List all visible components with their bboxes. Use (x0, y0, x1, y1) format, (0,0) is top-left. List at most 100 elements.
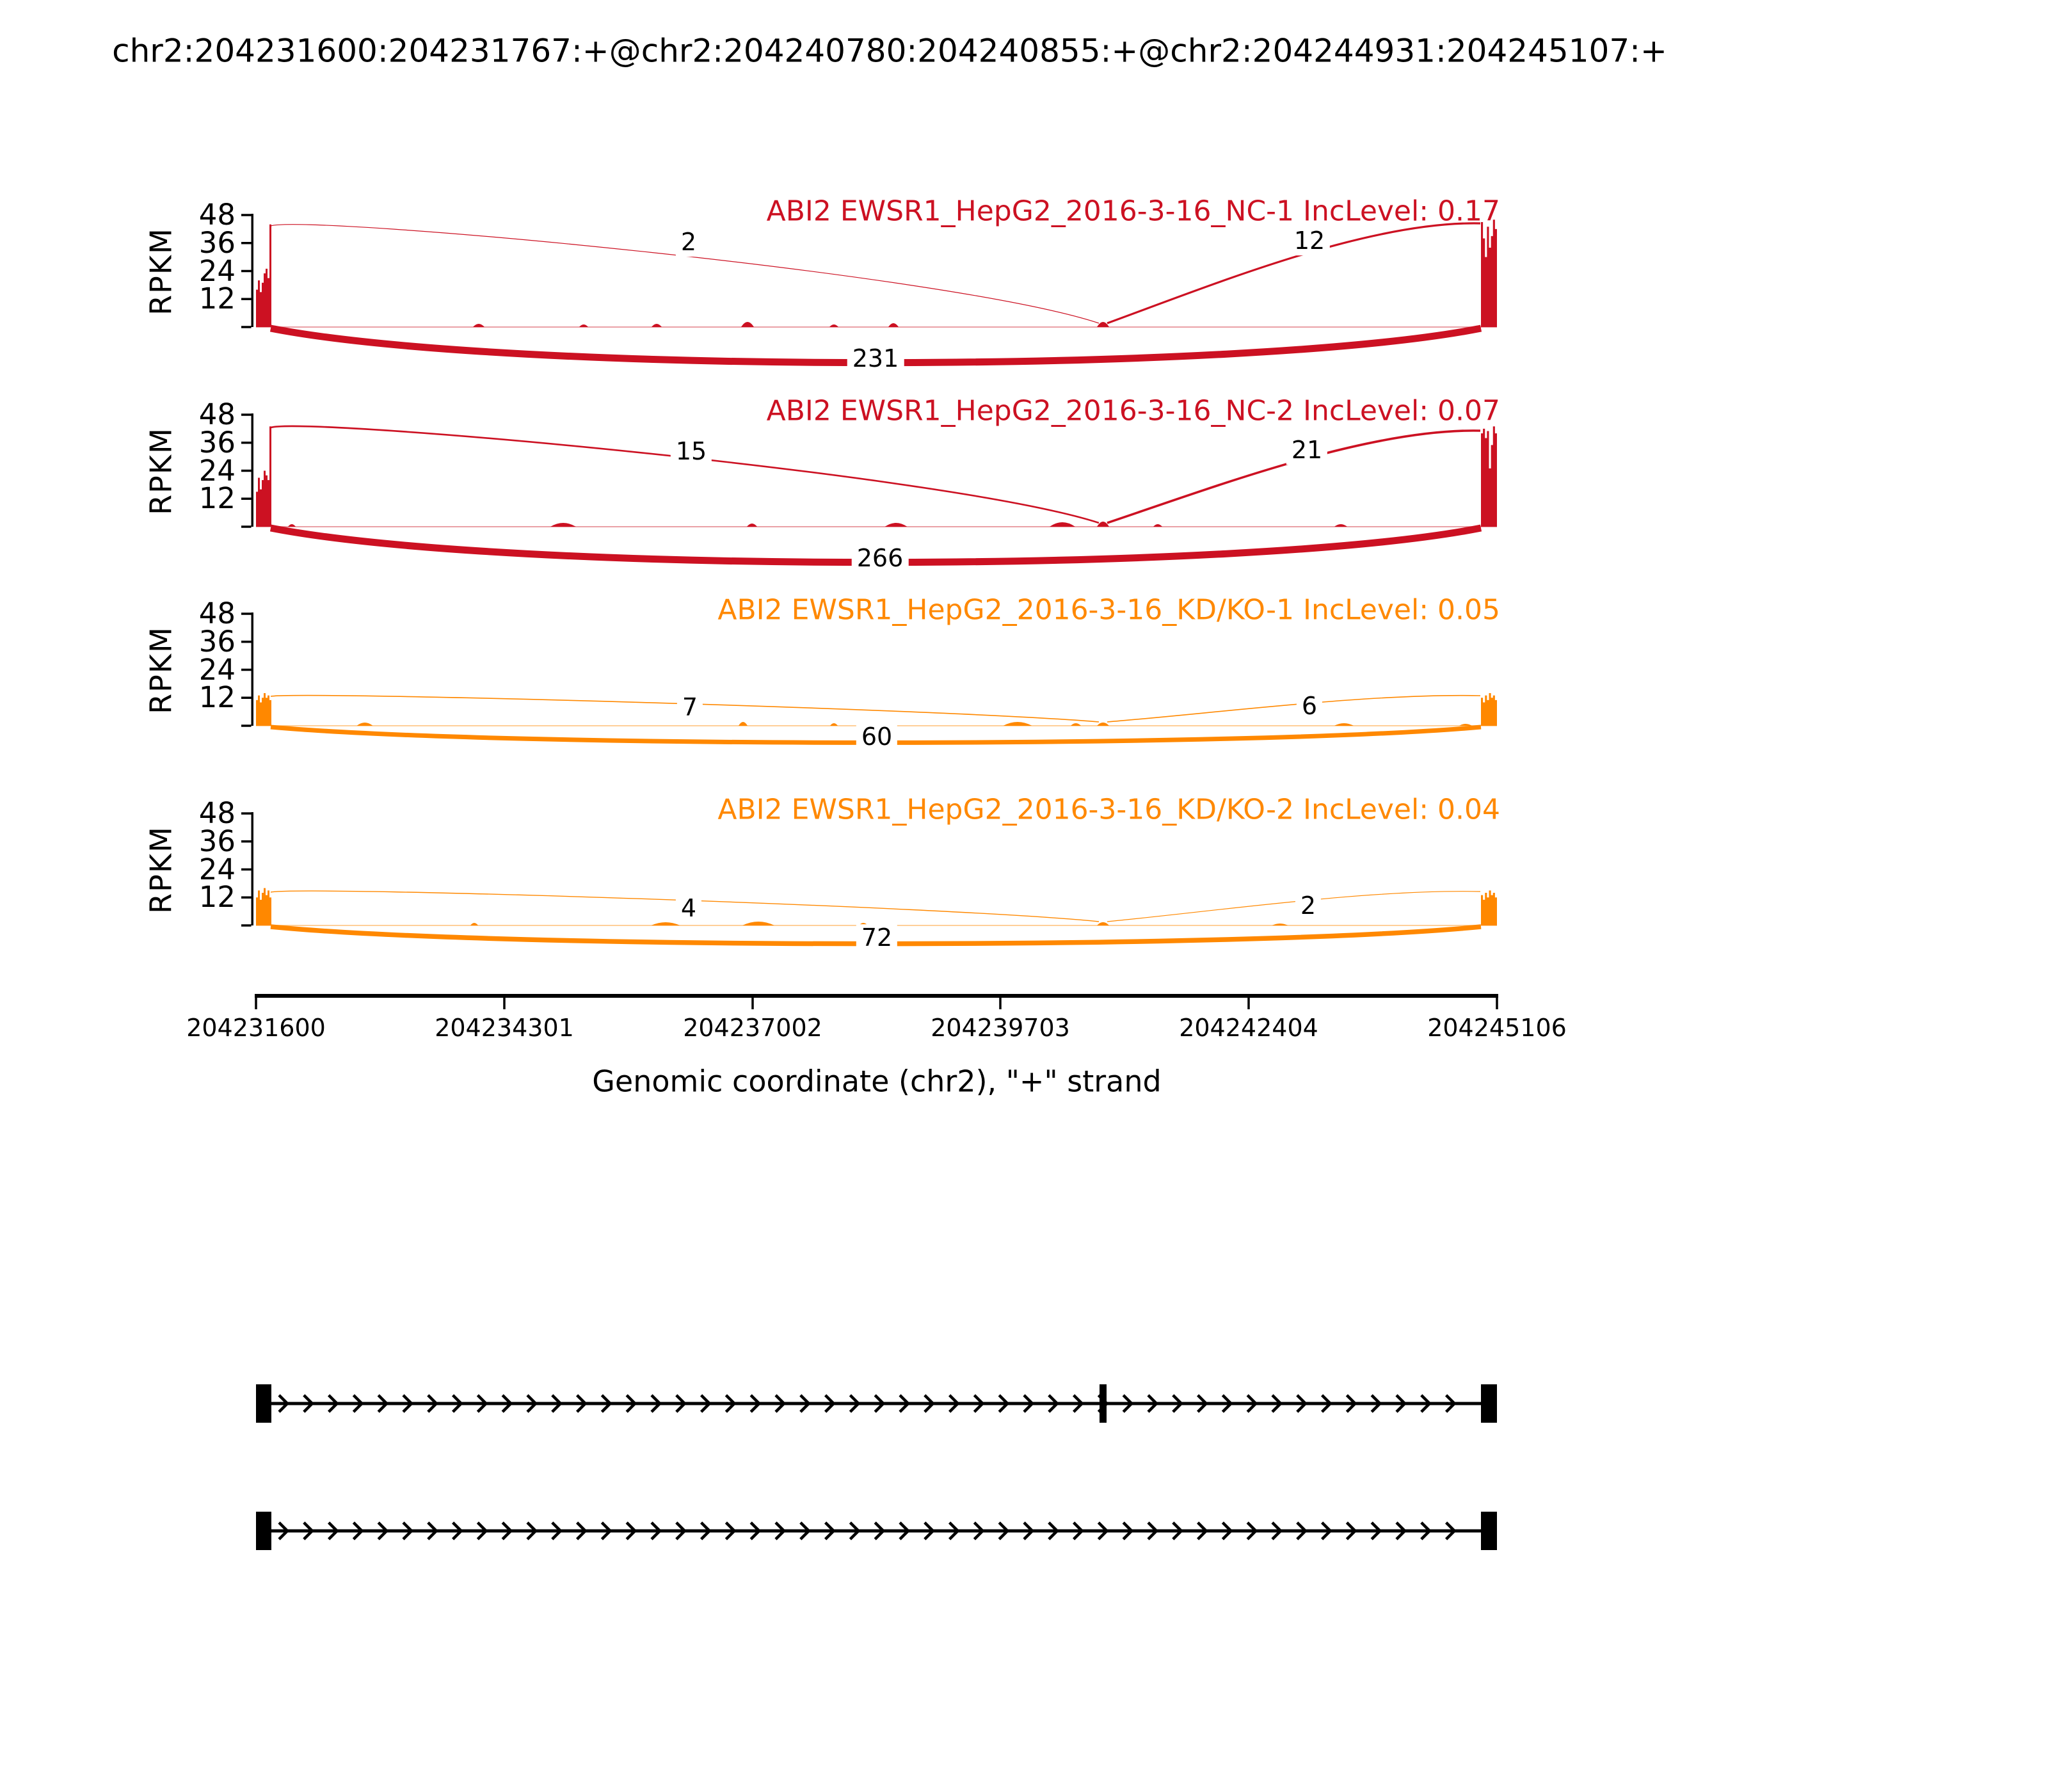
y-axis-label: RPKM (143, 427, 179, 515)
strand-arrow-icon (352, 1521, 364, 1540)
exon-coverage (256, 692, 271, 726)
strand-arrow-icon (328, 1394, 339, 1413)
inclusion-arc-right (1107, 694, 1481, 723)
y-axis-tick (241, 924, 252, 927)
noise-bump (1334, 723, 1354, 726)
inclusion-arc-right (1107, 222, 1481, 324)
strand-arrow-icon (1246, 1521, 1258, 1540)
y-tick-12: 12 (198, 481, 236, 516)
strand-arrow-icon (1197, 1394, 1208, 1413)
strand-arrow-icon (1370, 1394, 1382, 1413)
exon-coverage (1481, 220, 1497, 327)
strand-arrow-icon (700, 1521, 712, 1540)
strand-arrow-icon (973, 1521, 985, 1540)
noise-bump (1003, 722, 1032, 726)
y-tick-12: 12 (198, 680, 236, 715)
strand-arrow-icon (1321, 1394, 1332, 1413)
strand-arrow-icon (1420, 1521, 1432, 1540)
inclusion-arc-right (1107, 891, 1481, 922)
y-axis-tick (241, 525, 252, 528)
strand-arrow-icon (1221, 1394, 1233, 1413)
strand-arrow-icon (576, 1521, 588, 1540)
x-tick: 204242404 (1179, 1014, 1318, 1043)
y-tick-24: 24 (198, 454, 236, 488)
inclusion-arc-left (270, 425, 1100, 524)
strand-arrow-icon (402, 1394, 414, 1413)
y-axis-tick (241, 269, 252, 273)
noise-bump (830, 723, 838, 726)
strand-arrow-icon (427, 1394, 438, 1413)
exon-coverage (256, 426, 271, 527)
noise-bump (747, 524, 757, 527)
y-tick-36: 36 (198, 226, 236, 260)
strand-arrow-icon (675, 1521, 687, 1540)
noise-bump (884, 523, 908, 527)
x-axis-label: Genomic coordinate (chr2), "+" strand (592, 1064, 1162, 1099)
noise-bump (741, 322, 754, 327)
strand-arrow-icon (1395, 1394, 1407, 1413)
strand-arrow-icon (874, 1394, 886, 1413)
noise-bump (1272, 924, 1288, 925)
strand-arrow-icon (1172, 1394, 1183, 1413)
junction-count: 7 (676, 693, 703, 722)
noise-bump (651, 922, 680, 925)
strand-arrow-icon (1023, 1394, 1035, 1413)
strand-arrow-icon (1221, 1521, 1233, 1540)
x-axis-tick (1247, 994, 1250, 1009)
strand-arrow-icon (377, 1521, 389, 1540)
junction-count: 6 (1296, 692, 1323, 721)
y-axis-tick (241, 812, 252, 815)
strand-arrow-icon (526, 1394, 538, 1413)
strand-arrow-icon (278, 1394, 290, 1413)
strand-arrow-icon (600, 1521, 612, 1540)
strand-arrow-icon (1445, 1521, 1457, 1540)
x-axis-tick (751, 994, 754, 1009)
strand-arrow-icon (501, 1521, 513, 1540)
strand-arrow-icon (501, 1394, 513, 1413)
y-tick-24: 24 (198, 852, 236, 887)
y-axis-spine (251, 214, 253, 327)
y-axis-tick (241, 641, 252, 643)
track-title-kdko1: ABI2 EWSR1_HepG2_2016-3-16_KD/KO-1 IncLe… (717, 593, 1500, 627)
noise-bump (473, 324, 484, 327)
transcript-intron-line (271, 1529, 1481, 1533)
transcript-exon (256, 1512, 271, 1550)
strand-arrow-icon (303, 1394, 314, 1413)
strand-arrow-icon (1296, 1394, 1308, 1413)
y-axis-tick (241, 298, 252, 300)
y-axis-tick (241, 868, 252, 871)
strand-arrow-icon (1395, 1521, 1407, 1540)
strand-arrow-icon (1271, 1394, 1283, 1413)
strand-arrow-icon (452, 1394, 463, 1413)
x-axis-tick (1496, 994, 1498, 1009)
y-tick-24: 24 (198, 254, 236, 289)
strand-arrow-icon (476, 1521, 488, 1540)
exon-coverage (1481, 890, 1497, 925)
strand-arrow-icon (1147, 1521, 1159, 1540)
y-tick-36: 36 (198, 625, 236, 659)
x-tick: 204245106 (1427, 1014, 1567, 1043)
x-axis-tick (255, 994, 257, 1009)
track-title-nc1: ABI2 EWSR1_HepG2_2016-3-16_NC-1 IncLevel… (766, 195, 1500, 228)
strand-arrow-icon (551, 1521, 563, 1540)
noise-bump (829, 324, 838, 327)
strand-arrow-icon (476, 1394, 488, 1413)
strand-arrow-icon (948, 1394, 960, 1413)
y-tick-48: 48 (198, 397, 236, 432)
strand-arrow-icon (576, 1394, 588, 1413)
noise-bump (742, 922, 774, 925)
strand-arrow-icon (998, 1521, 1010, 1540)
strand-arrow-icon (352, 1394, 364, 1413)
strand-arrow-icon (724, 1521, 737, 1540)
strand-arrow-icon (1097, 1521, 1109, 1540)
strand-arrow-icon (377, 1394, 389, 1413)
noise-bump (888, 323, 899, 327)
y-axis-tick (241, 242, 252, 244)
strand-arrow-icon (849, 1521, 861, 1540)
y-tick-36: 36 (198, 426, 236, 460)
strand-arrow-icon (749, 1521, 762, 1540)
strand-arrow-icon (948, 1521, 960, 1540)
strand-arrow-icon (625, 1394, 637, 1413)
figure-title: chr2:204231600:204231767:+@chr2:20424078… (112, 32, 1667, 70)
